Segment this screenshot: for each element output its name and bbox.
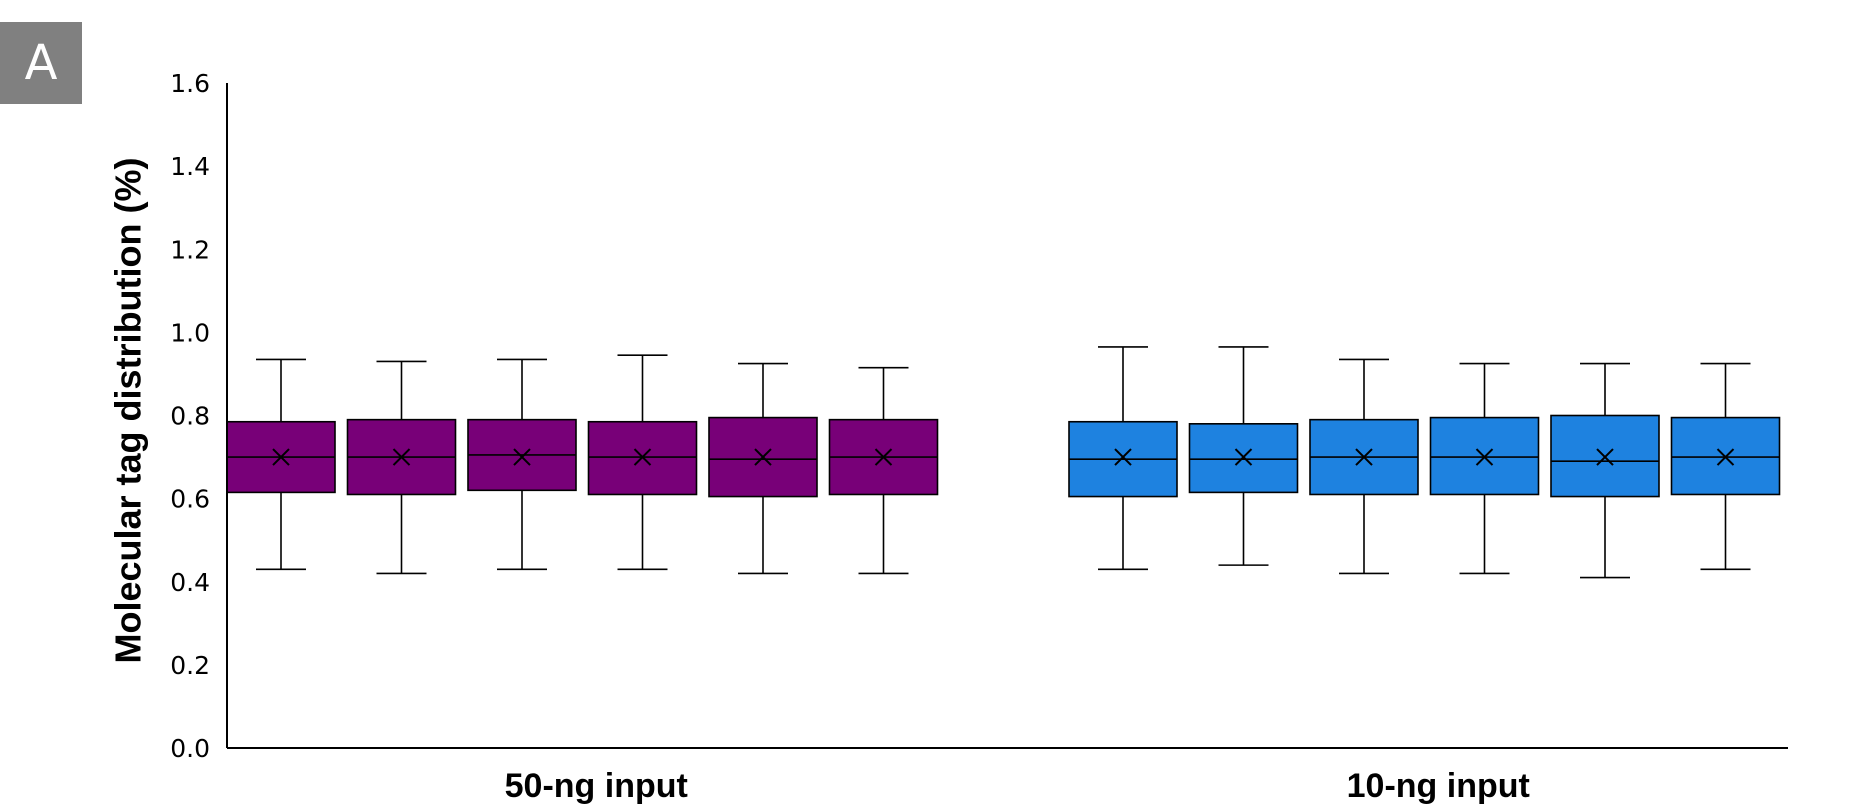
mean-marker — [633, 448, 652, 466]
box-1-1 — [226, 358, 336, 571]
box-1-5 — [708, 362, 818, 575]
y-axis-label: Molecular tag distribution (%) — [108, 157, 149, 663]
mean-marker — [1716, 448, 1735, 466]
y-tick-label: 1.6 — [170, 69, 210, 98]
y-tick-label: 0.0 — [170, 734, 210, 763]
mean-marker — [1234, 448, 1253, 466]
y-axis-ticks: 0.0 0.2 0.4 0.6 0.8 1.0 1.2 1.4 1.6 — [170, 69, 210, 763]
mean-marker — [1355, 448, 1373, 466]
mean-marker — [513, 448, 531, 466]
box-2-4 — [1429, 362, 1540, 575]
box-1-6 — [828, 366, 939, 575]
y-tick-label: 1.0 — [170, 318, 210, 347]
box-2-3 — [1309, 358, 1419, 575]
mean-marker — [874, 448, 893, 466]
box-2-1 — [1068, 346, 1178, 571]
y-tick-label: 0.8 — [170, 402, 210, 431]
mean-marker — [754, 448, 772, 466]
group-label: 10-ng input — [1347, 767, 1530, 805]
box-1-4 — [587, 354, 698, 571]
box-1-3 — [467, 358, 577, 571]
mean-marker — [1596, 448, 1614, 466]
box-plot-boxes — [226, 346, 1781, 579]
box-2-6 — [1670, 362, 1781, 571]
box-2-2 — [1188, 346, 1299, 566]
mean-marker — [272, 448, 290, 466]
box-2-5 — [1550, 362, 1660, 579]
panel-label: A — [0, 22, 82, 104]
group-labels: 50-ng input 10-ng input — [505, 767, 1530, 805]
group-label: 50-ng input — [505, 767, 688, 805]
mean-marker — [392, 448, 411, 466]
y-tick-label: 1.4 — [170, 152, 210, 181]
y-tick-label: 1.2 — [170, 235, 210, 264]
y-tick-label: 0.2 — [170, 651, 210, 680]
box-1-2 — [346, 360, 457, 575]
y-tick-label: 0.6 — [170, 485, 210, 514]
mean-marker — [1475, 448, 1494, 466]
mean-marker — [1114, 448, 1132, 466]
y-tick-label: 0.4 — [170, 568, 210, 597]
